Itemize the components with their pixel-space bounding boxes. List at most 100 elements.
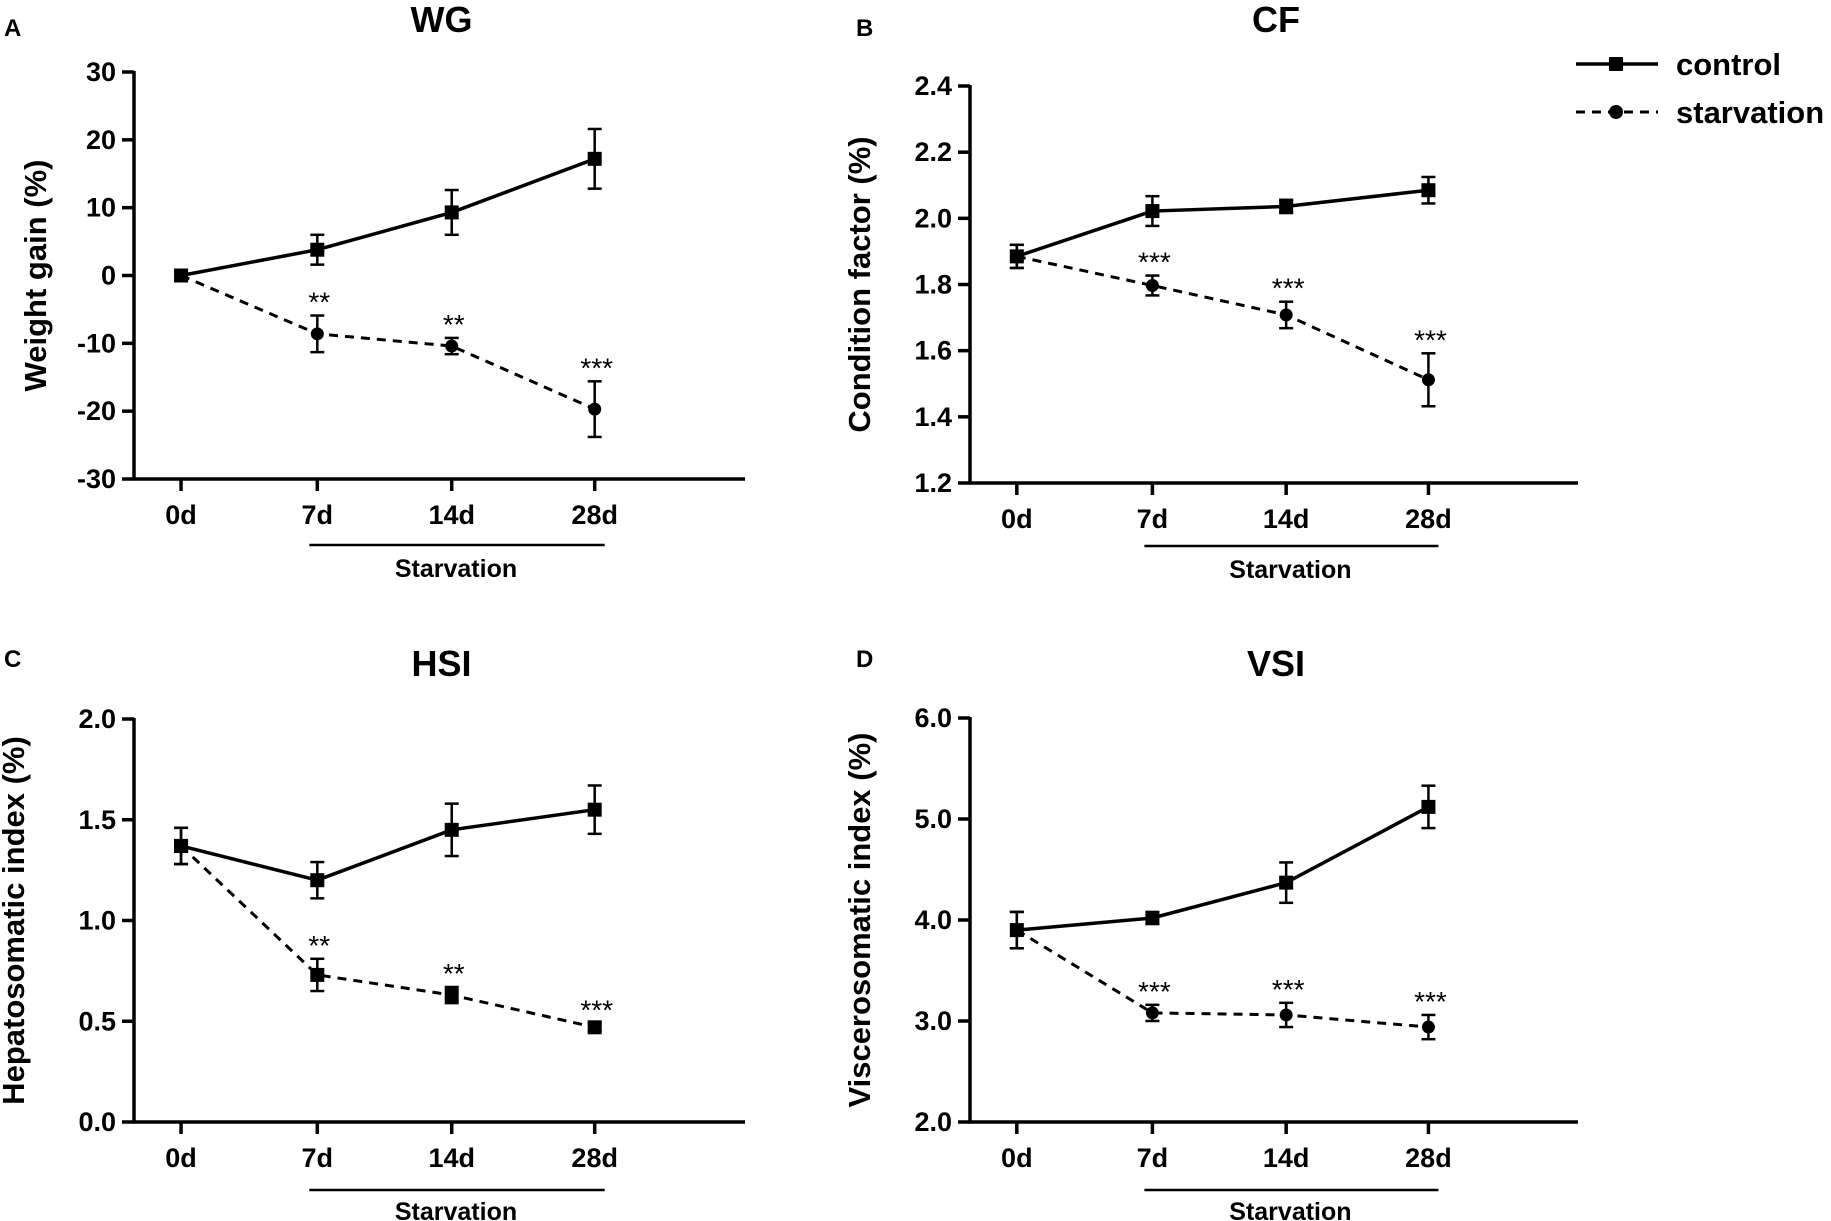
significance-mark-a: *** (580, 352, 613, 383)
data-point-control-a (444, 205, 459, 220)
data-point-control-d (1279, 875, 1294, 890)
data-point-starvation-b (1421, 373, 1435, 387)
data-point-starvation-d (1279, 1008, 1293, 1022)
y-tick-label-b: 1.4 (914, 402, 952, 432)
x-tick-label-a: 0d (165, 500, 197, 530)
chart-title-d: VSI (1247, 643, 1305, 684)
legend-starvation-marker (1609, 105, 1623, 119)
y-axis-label-b: Condition factor (%) (842, 136, 877, 432)
panel-b: B CF 1.2 1.4 1.6 1.8 2.0 2.2 2.4 0d 7d 14d 28d Condit… (842, 0, 1578, 584)
x-tick-label-d: 28d (1405, 1143, 1452, 1173)
y-tick-label-a: -30 (77, 464, 116, 494)
legend: control starvation (1576, 47, 1824, 130)
series-line-control-b (1016, 188, 1429, 259)
series-line-starvation-a (180, 274, 596, 411)
x-tick-label-a: 7d (302, 500, 334, 530)
bracket-label-c: Starvation (395, 1198, 517, 1221)
significance-mark-c: ** (308, 930, 330, 961)
legend-control-label: control (1676, 47, 1781, 82)
x-tick-label-c: 28d (571, 1143, 618, 1173)
series-line-control-a (180, 157, 596, 278)
panel-c: C HSI 0.0 0.5 1.0 1.5 2.0 0d 7d 14d 28d Hepatosomat… (0, 643, 745, 1221)
x-tick-label-b: 14d (1263, 504, 1310, 534)
y-tick-label-a: 10 (86, 193, 116, 223)
y-tick-label-b: 2.2 (914, 137, 952, 167)
x-tick-label-d: 7d (1137, 1143, 1169, 1173)
y-tick-label-a: 20 (86, 125, 116, 155)
significance-mark-c: ** (443, 958, 465, 989)
data-point-starvation-c (310, 967, 325, 982)
panel-letter-b: B (856, 15, 873, 42)
data-point-control-c (587, 802, 602, 817)
significance-mark-d: *** (1272, 974, 1305, 1005)
data-point-starvation-a (310, 327, 324, 341)
data-point-control-b (1421, 183, 1436, 198)
chart-title-c: HSI (411, 643, 471, 684)
significance-mark-a: ** (308, 287, 330, 318)
y-tick-label-a: -20 (77, 396, 116, 426)
panel-letter-d: D (856, 646, 873, 673)
data-point-starvation-d (1145, 1006, 1159, 1020)
bracket-label-b: Starvation (1229, 556, 1351, 584)
series-line-control-d (1016, 805, 1430, 932)
y-tick-label-d: 3.0 (914, 1006, 952, 1036)
significance-mark-d: *** (1414, 986, 1447, 1017)
panel-d: D VSI 2.0 3.0 4.0 5.0 6.0 0d 7d 14d 28d Viscerosoma… (842, 643, 1578, 1221)
data-point-control-a (587, 151, 602, 166)
y-tick-label-d: 6.0 (914, 703, 952, 733)
chart-title-b: CF (1252, 0, 1300, 40)
significance-mark-a: ** (443, 309, 465, 340)
data-point-control-a (174, 268, 189, 283)
data-point-starvation-a (588, 402, 602, 416)
y-tick-label-a: 30 (86, 57, 116, 87)
x-tick-label-a: 14d (428, 500, 475, 530)
data-point-control-c (310, 873, 325, 888)
y-tick-label-c: 1.5 (78, 805, 116, 835)
x-tick-label-d: 14d (1263, 1143, 1310, 1173)
data-point-control-d (1009, 923, 1024, 938)
y-tick-label-d: 2.0 (914, 1107, 952, 1137)
y-tick-label-b: 2.0 (914, 203, 952, 233)
y-tick-label-b: 1.8 (914, 270, 952, 300)
y-tick-label-a: -10 (77, 328, 116, 358)
y-tick-label-d: 5.0 (914, 804, 952, 834)
y-tick-label-b: 1.2 (914, 468, 952, 498)
x-tick-label-b: 7d (1137, 504, 1169, 534)
chart-title-a: WG (411, 0, 473, 40)
y-axis-label-d: Viscerosomatic index (%) (842, 732, 877, 1107)
significance-mark-b: *** (1272, 273, 1305, 304)
data-point-control-d (1421, 799, 1436, 814)
y-tick-label-b: 2.4 (914, 71, 952, 101)
data-point-starvation-b (1279, 308, 1293, 322)
data-point-control-a (310, 242, 325, 257)
y-axis-label-a: Weight gain (%) (18, 160, 53, 392)
y-tick-label-c: 1.0 (78, 906, 116, 936)
panel-letter-c: C (4, 646, 21, 673)
data-point-starvation-c (444, 988, 459, 1003)
data-point-starvation-b (1145, 278, 1159, 292)
panel-letter-a: A (4, 15, 21, 42)
significance-mark-c: *** (580, 994, 613, 1025)
legend-starvation-label: starvation (1676, 95, 1824, 130)
y-tick-label-b: 1.6 (914, 336, 952, 366)
data-point-control-c (444, 822, 459, 837)
data-point-control-b (1279, 199, 1294, 214)
panel-a: A WG -30 -20 -10 0 10 20 30 0d 7d 14d 28d Weight gain… (4, 0, 745, 583)
bracket-label-d: Starvation (1229, 1198, 1351, 1221)
data-point-starvation-c (587, 1020, 602, 1035)
x-tick-label-c: 14d (428, 1143, 475, 1173)
series-line-starvation-d (1016, 928, 1429, 1029)
data-point-control-b (1009, 249, 1024, 264)
y-tick-label-c: 2.0 (78, 704, 116, 734)
significance-mark-b: *** (1138, 247, 1171, 278)
significance-mark-d: *** (1138, 976, 1171, 1007)
x-tick-label-b: 28d (1405, 504, 1452, 534)
y-tick-label-d: 4.0 (914, 905, 952, 935)
data-point-control-b (1145, 204, 1160, 219)
y-tick-label-c: 0.5 (78, 1006, 116, 1036)
series-line-starvation-c (180, 844, 596, 1029)
x-tick-label-b: 0d (1001, 504, 1033, 534)
data-point-starvation-a (445, 339, 459, 353)
x-tick-label-c: 7d (302, 1143, 334, 1173)
